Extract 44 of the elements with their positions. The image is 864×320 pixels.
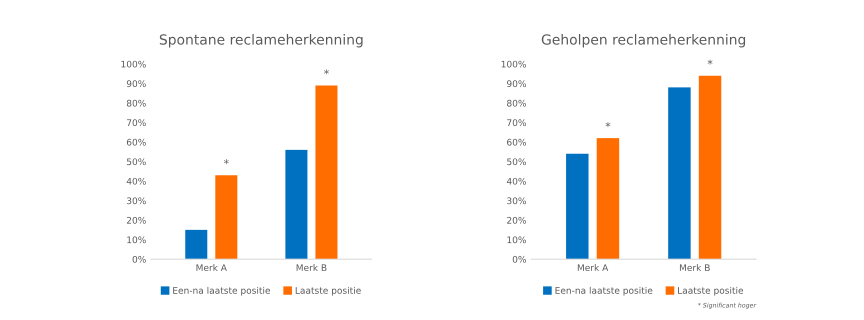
annotation: * [224, 159, 229, 164]
y-tick-label: 70% [507, 119, 526, 126]
y-tick-label: 30% [507, 197, 526, 204]
y-tick-label: 0% [132, 256, 146, 263]
y-tick-label: 10% [507, 236, 526, 244]
bar [185, 230, 208, 260]
y-tick-label: 80% [507, 100, 526, 107]
x-tick-label: Merk A [578, 264, 608, 272]
legend-label: Een-na laatste positie [556, 286, 652, 296]
chart-title: Spontane reclameherkenning [160, 34, 363, 48]
legend-label: Een-na laatste positie [173, 286, 270, 296]
annotation: * [708, 60, 712, 65]
y-tick-label: 100% [502, 60, 526, 68]
y-tick-label: 40% [126, 178, 146, 185]
annotation: * [324, 69, 329, 74]
y-tick-label: 80% [126, 100, 146, 107]
y-tick-label: 0% [512, 256, 526, 263]
y-tick-label: 60% [507, 138, 526, 146]
x-tick-label: Merk B [296, 264, 326, 272]
y-tick-label: 20% [126, 216, 146, 224]
y-tick-label: 60% [126, 138, 146, 146]
y-tick-label: 30% [126, 197, 146, 204]
annotation: * [605, 122, 610, 128]
y-tick-label: 100% [122, 60, 146, 68]
x-tick-label: Merk B [680, 264, 710, 272]
y-tick-label: 90% [507, 80, 526, 88]
y-tick-label: 90% [126, 80, 146, 88]
bar [566, 154, 589, 260]
y-tick-label: 10% [127, 236, 146, 244]
bar [315, 85, 338, 260]
y-tick-label: 40% [506, 178, 526, 185]
bar [668, 87, 691, 260]
bar [698, 76, 722, 260]
y-tick-label: 70% [127, 119, 146, 126]
bar [215, 175, 238, 260]
y-tick-label: 50% [507, 158, 526, 166]
y-tick-label: 50% [126, 158, 146, 166]
chart-title: Geholpen reclameherkenning [542, 34, 746, 48]
bar [596, 138, 620, 260]
x-tick-label: Merk A [196, 264, 227, 272]
bar [285, 150, 308, 260]
legend-label: Laatste positie [678, 286, 744, 296]
legend-label: Laatste positie [296, 286, 361, 296]
y-tick-label: 20% [507, 216, 526, 224]
